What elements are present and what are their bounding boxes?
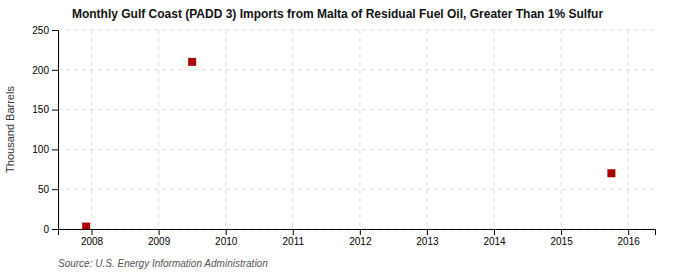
y-axis-tick-mark [52,110,58,111]
x-axis-tick: 2012 [349,229,372,247]
grid-line-x [561,30,562,229]
x-axis-tick-label: 2012 [349,236,372,247]
source: Source: U.S. Energy Information Administ… [58,258,268,269]
y-axis-tick: 150 [32,104,58,115]
grid-line-y [58,109,655,110]
grid-line-x [359,30,360,229]
x-axis-tick-label: 2013 [416,236,439,247]
y-axis-tick-mark [52,149,58,150]
x-axis-tick: 2008 [81,229,104,247]
y-axis-tick-mark [52,189,58,190]
y-axis-tick-label: 200 [32,65,49,76]
grid-line-x [628,30,629,229]
x-axis-line [59,230,656,236]
grid-line-y [58,189,655,190]
y-axis-tick-label: 0 [43,224,49,235]
y-axis-tick: 200 [32,65,58,76]
grid-line-x [292,30,293,229]
x-axis-tick: 2010 [215,229,238,247]
x-axis-tick-mark [159,229,160,235]
y-axis-tick-label: 250 [32,25,49,36]
grid-line-x [158,30,159,229]
x-axis-tick-label: 2016 [618,236,641,247]
grid-line-x [225,30,226,229]
x-axis-tick: 2011 [283,229,305,247]
y-axis-tick: 100 [32,144,58,155]
x-axis-tick: 2015 [550,229,573,247]
y-axis-tick-mark [52,70,58,71]
points [82,58,615,229]
plot: 2008 2009 2010 2011 2012 2013 2014 2015 2016 0 50 1… [32,25,655,247]
grid [58,30,655,229]
y-axis-tick: 0 [43,224,58,235]
y-axis-label: Thousand Barrels [4,86,16,173]
y-axis-tick-label: 50 [38,184,50,195]
grid-line-y [58,69,655,70]
y-axis-line [52,31,59,230]
x-axis-tick-label: 2011 [283,236,305,247]
x-axis-tick-mark [92,229,93,235]
point [188,58,196,66]
point [82,223,90,229]
grid-line-x [426,30,427,229]
y-axis-tick: 50 [38,184,58,195]
x-axis-tick: 2016 [618,229,641,247]
point [607,169,615,177]
x-axis-tick-label: 2015 [550,236,573,247]
grid-line-x [91,30,92,229]
x-axis-tick-mark [427,229,428,235]
y-axis: 0 50 100 150 200 250 [32,25,58,235]
x-axis-tick-mark [293,229,294,235]
y-axis-tick: 250 [32,25,58,36]
y-axis-tick-mark [52,30,58,31]
grid-line-x [494,30,495,229]
title: Monthly Gulf Coast (PADD 3) Imports from… [72,7,603,21]
x-axis-tick-mark [494,229,495,235]
grid-line-y [58,149,655,150]
x-axis-tick-mark [561,229,562,235]
y-axis-tick-label: 100 [32,144,49,155]
x-axis-tick-label: 2010 [215,236,238,247]
chart: 2008 2009 2010 2011 2012 2013 2014 2015 2016 0 50 1… [0,0,675,275]
x-axis: 2008 2009 2010 2011 2012 2013 2014 2015 2016 [59,229,656,247]
y-axis-tick-label: 150 [32,104,49,115]
x-axis-tick-label: 2009 [148,236,171,247]
x-axis-tick-mark [628,229,629,235]
x-axis-tick-mark [226,229,227,235]
x-axis-tick-label: 2008 [81,236,104,247]
x-axis-tick: 2014 [483,229,506,247]
grid-line-y [58,30,655,31]
x-axis-tick: 2013 [416,229,439,247]
y-axis-tick-mark [52,229,58,230]
x-axis-tick-label: 2014 [483,236,506,247]
x-axis-tick: 2009 [148,229,171,247]
x-axis-tick-mark [360,229,361,235]
